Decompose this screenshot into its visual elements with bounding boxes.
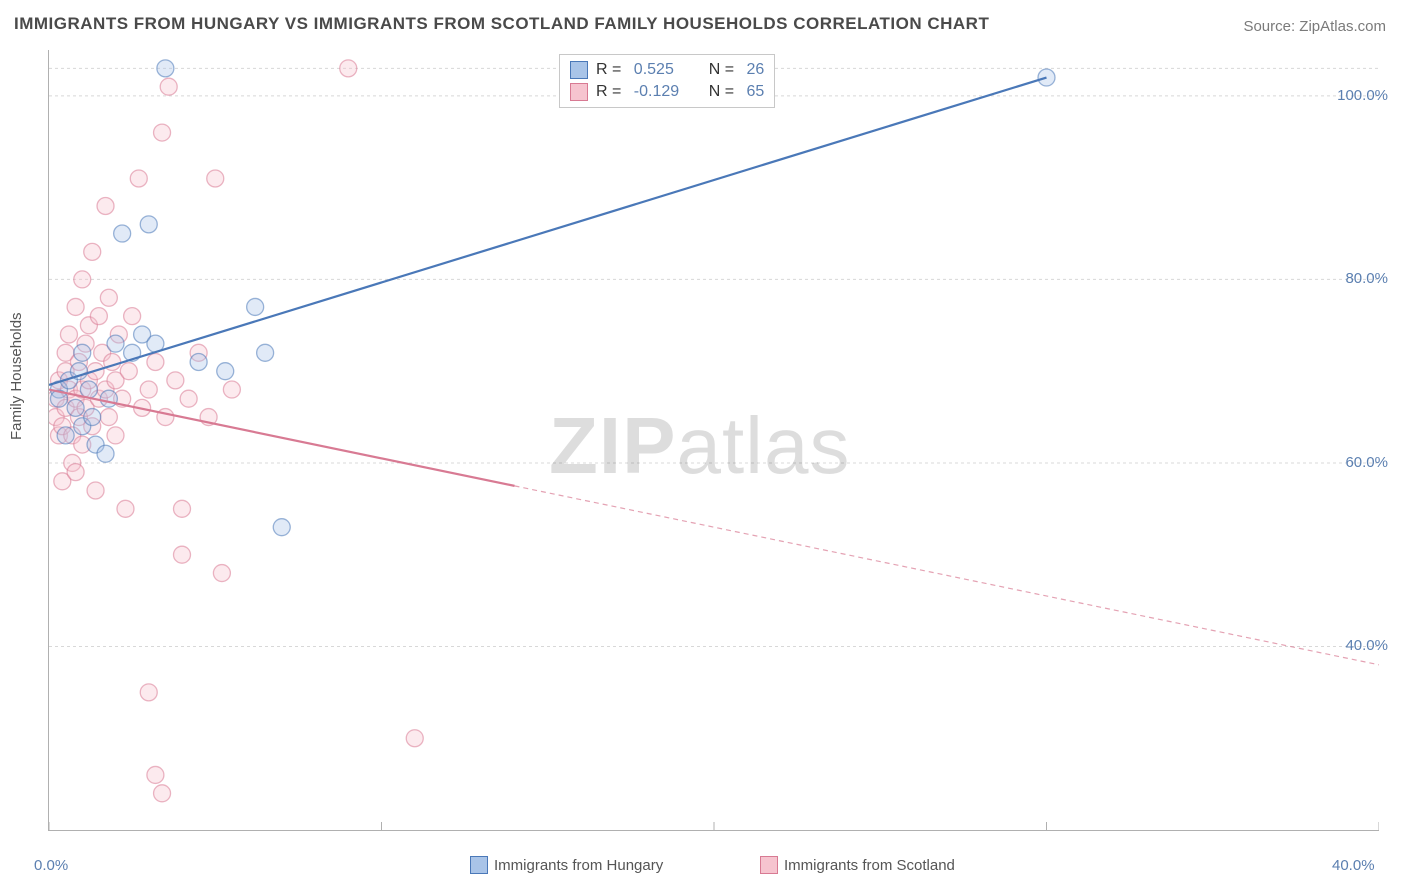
rn-r-label: R = [596, 81, 626, 103]
y-axis-label: Family Households [8, 312, 25, 440]
rn-n-label: N = [700, 81, 739, 103]
legend-swatch [470, 856, 488, 874]
legend-label: Immigrants from Hungary [494, 857, 663, 874]
x-tick-label: 40.0% [1332, 857, 1375, 874]
rn-swatch [570, 83, 588, 101]
rn-r-label: R = [596, 59, 626, 81]
legend-item: Immigrants from Hungary [470, 856, 663, 874]
chart-title: IMMIGRANTS FROM HUNGARY VS IMMIGRANTS FR… [14, 14, 989, 34]
rn-n-value: 26 [746, 59, 764, 81]
rn-swatch [570, 61, 588, 79]
rn-n-label: N = [700, 59, 739, 81]
chart-svg [49, 50, 1379, 830]
source-attribution: Source: ZipAtlas.com [1243, 18, 1386, 35]
legend-label: Immigrants from Scotland [784, 857, 955, 874]
rn-n-value: 65 [746, 81, 764, 103]
legend-swatch [760, 856, 778, 874]
x-tick-label: 0.0% [34, 857, 68, 874]
y-tick-label: 40.0% [1345, 637, 1388, 654]
rn-r-value: -0.129 [634, 81, 692, 103]
legend-item: Immigrants from Scotland [760, 856, 955, 874]
y-tick-label: 60.0% [1345, 454, 1388, 471]
y-tick-label: 80.0% [1345, 270, 1388, 287]
chart-plot-area: ZIPatlas R = 0.525 N = 26R = -0.129 N = … [48, 50, 1379, 831]
correlation-legend-box: R = 0.525 N = 26 R = -0.129 N = 65 [559, 54, 775, 108]
rn-r-value: 0.525 [634, 59, 692, 81]
y-tick-label: 100.0% [1337, 87, 1388, 104]
